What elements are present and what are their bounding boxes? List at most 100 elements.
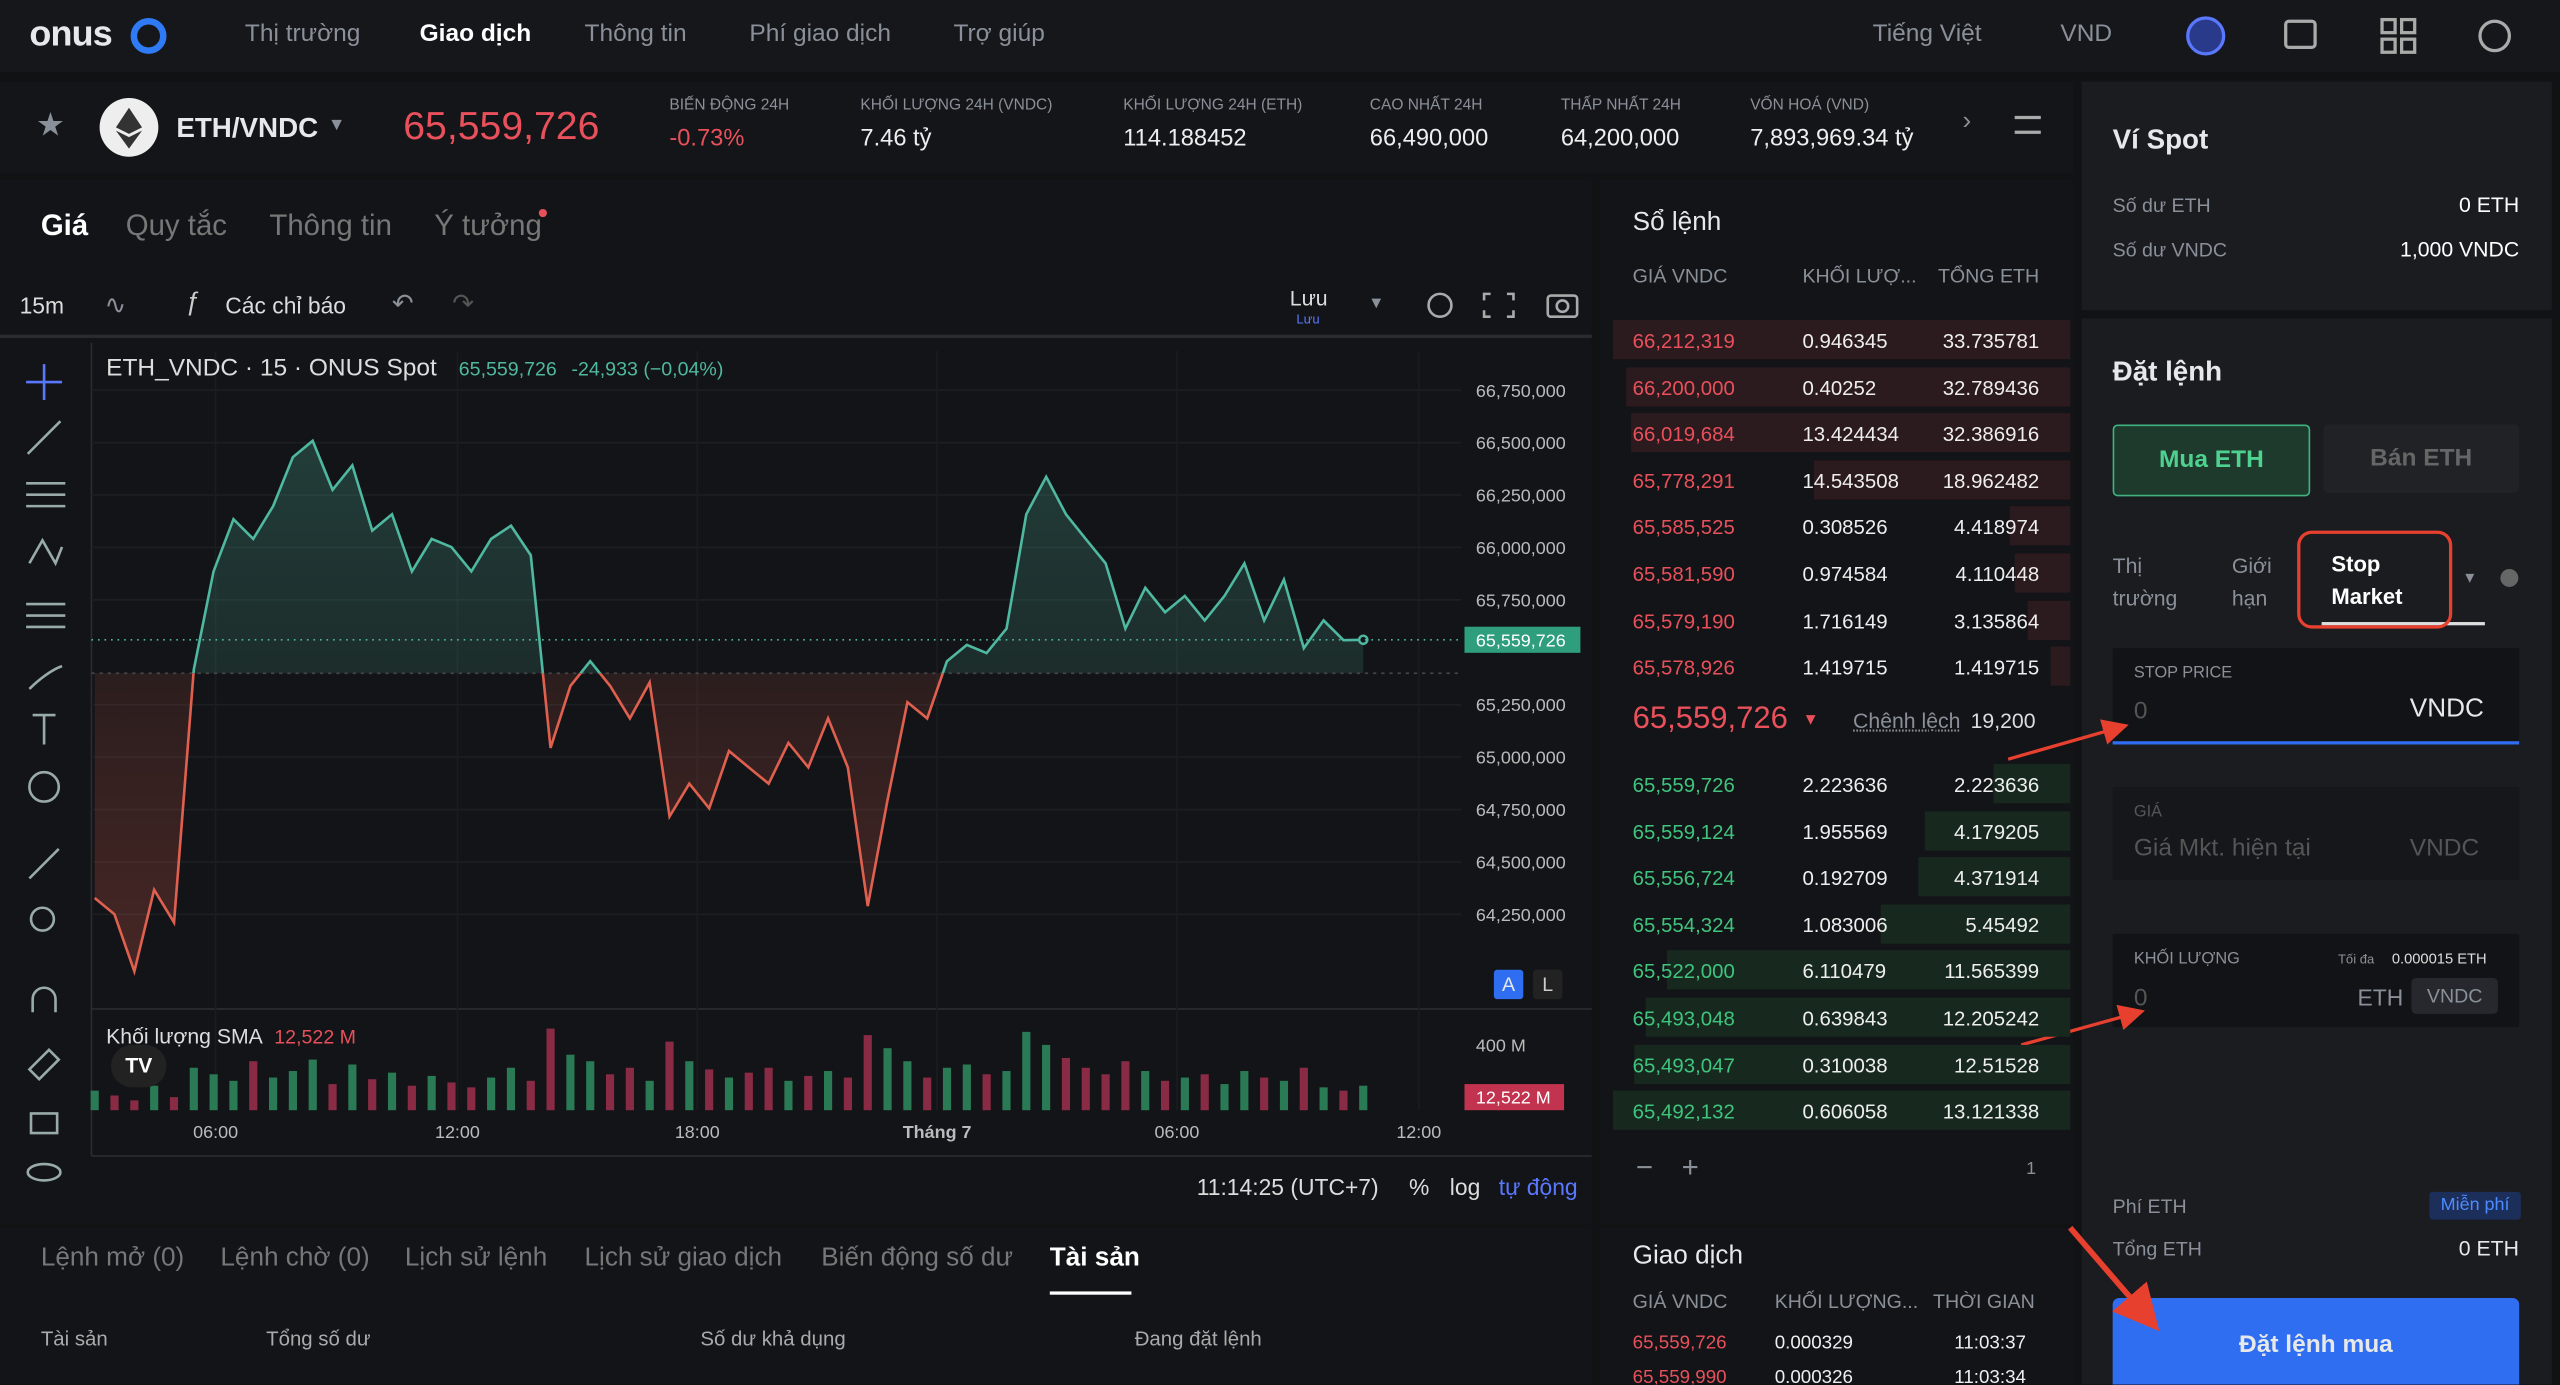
chart-tab[interactable]: Quy tắc xyxy=(125,208,227,242)
bottom-tab[interactable]: Lệnh chờ (0) xyxy=(220,1244,370,1272)
ob-total: 13.121338 xyxy=(1942,1100,2040,1124)
step[interactable]: 1 xyxy=(2026,1159,2037,1179)
qty-unit-alt[interactable]: VNDC xyxy=(2411,977,2498,1014)
y-tick-label: 66,250,000 xyxy=(1476,486,1566,506)
undo[interactable]: ↶ xyxy=(391,290,414,319)
ob-price: 65,585,525 xyxy=(1632,516,1735,540)
volume-bar xyxy=(1061,1057,1071,1111)
bottom-tab[interactable]: Tài sản xyxy=(1049,1244,1140,1272)
y-tick-label: 65,250,000 xyxy=(1476,695,1566,715)
nav-item[interactable]: Phí giao dịch xyxy=(749,19,891,48)
ob-price: 65,579,190 xyxy=(1632,609,1735,633)
x-tick-label: 06:00 xyxy=(1154,1122,1199,1142)
save-dropdown[interactable]: ▾ xyxy=(1371,290,1382,314)
volume-bar xyxy=(625,1067,634,1111)
volume-bar xyxy=(249,1061,258,1111)
chart-tab[interactable]: Giá xyxy=(40,208,89,242)
chart-tab[interactable]: Thông tin xyxy=(269,208,392,242)
volume-tick-label: 400 M xyxy=(1476,1035,1526,1055)
volume-bar xyxy=(90,1090,99,1111)
tab-underline xyxy=(1049,1291,1132,1295)
volume-bar xyxy=(942,1067,952,1111)
volume-bar xyxy=(328,1084,337,1111)
status-time: 11:14:25 (UTC+7) xyxy=(1196,1173,1379,1200)
percent-toggle[interactable]: % xyxy=(1408,1173,1430,1200)
ob-total: 18.962482 xyxy=(1942,469,2040,493)
volume-bar xyxy=(1141,1071,1150,1111)
nav-item[interactable]: Thông tin xyxy=(584,19,687,48)
ob-column: KHỐI LƯỢ... xyxy=(1802,264,1917,288)
order-type[interactable]: Giới hạn xyxy=(2231,553,2272,611)
volume-bar xyxy=(784,1080,793,1111)
depth-bar xyxy=(1613,1090,2071,1131)
volume-bar xyxy=(665,1041,674,1111)
zoom-in[interactable]: + xyxy=(1681,1151,1699,1184)
ob-qty: 1.955569 xyxy=(1802,820,1888,844)
redo[interactable]: ↷ xyxy=(452,290,475,319)
bottom-tab[interactable]: Lịch sử giao dịch xyxy=(584,1244,783,1272)
volume-bar xyxy=(487,1077,496,1111)
volume-bar xyxy=(269,1077,278,1111)
volume-bar xyxy=(1319,1087,1328,1111)
indicators[interactable]: Các chỉ báo xyxy=(225,292,347,319)
zoom-out[interactable]: − xyxy=(1635,1151,1654,1184)
bottom-tab[interactable]: Lệnh mở (0) xyxy=(40,1244,185,1272)
nav-item[interactable]: Trợ giúp xyxy=(953,19,1045,48)
price-label: GIÁ xyxy=(2133,803,2163,822)
language[interactable]: Tiếng Việt xyxy=(1872,19,1982,48)
stats-next[interactable]: › xyxy=(1962,107,1972,136)
stop-price-field[interactable] xyxy=(2112,648,2520,745)
currency[interactable]: VND xyxy=(2060,19,2113,48)
ob-total: 4.418974 xyxy=(1954,516,2040,540)
submit-button[interactable]: Đặt lệnh mua xyxy=(2112,1297,2520,1385)
volume-bar xyxy=(447,1082,456,1111)
volume-bar xyxy=(368,1079,377,1111)
order-type[interactable]: Stop Market xyxy=(2331,551,2403,609)
volume-bar xyxy=(1160,1080,1170,1111)
volume-bar xyxy=(387,1072,397,1111)
qty-label: KHỐI LƯỢNG xyxy=(2133,950,2240,969)
wallet-label: Số dư ETH xyxy=(2112,194,2211,218)
volume-bar xyxy=(189,1067,198,1111)
log-scale-btn[interactable]: L xyxy=(1533,969,1563,1000)
order-type[interactable]: Thị trường xyxy=(2112,553,2178,611)
price-unit: VNDC xyxy=(2409,834,2480,863)
ob-qty: 0.974584 xyxy=(1802,563,1888,587)
ob-price: 65,492,132 xyxy=(1632,1100,1735,1124)
wallet-title: Ví Spot xyxy=(2112,124,2209,156)
auto-scale-btn[interactable]: A xyxy=(1493,969,1524,1000)
trade-column: GIÁ VNDC xyxy=(1632,1289,1728,1313)
sell-tab[interactable]: Bán ETH xyxy=(2323,424,2520,494)
pair-dropdown[interactable]: ▾ xyxy=(331,111,343,136)
qty-unit[interactable]: ETH xyxy=(2357,984,2404,1011)
ob-total: 5.45492 xyxy=(1965,913,2040,937)
pair[interactable]: ETH/VNDC xyxy=(176,112,319,144)
ob-total: 33.735781 xyxy=(1942,329,2040,353)
y-tick-label: 66,500,000 xyxy=(1476,433,1566,453)
chart-type[interactable]: ∿ xyxy=(104,292,127,320)
last-price-box xyxy=(1464,626,1581,653)
bottom-column: Tổng số dư xyxy=(266,1327,371,1351)
ob-qty: 0.308526 xyxy=(1802,516,1888,540)
ob-qty: 0.946345 xyxy=(1802,329,1888,353)
buy-tab[interactable]: Mua ETH xyxy=(2112,424,2311,497)
interval[interactable]: 15m xyxy=(19,292,65,319)
logo[interactable]: onus xyxy=(29,13,112,54)
chart-tab[interactable]: Ý tưởng xyxy=(434,208,542,242)
type-dropdown[interactable]: ▾ xyxy=(2465,568,2475,588)
nav-item[interactable]: Thị trường xyxy=(244,19,361,48)
x-tick-label: 06:00 xyxy=(193,1122,238,1142)
save[interactable]: Lưu xyxy=(1289,285,1328,311)
volume-bar xyxy=(526,1080,535,1111)
auto-toggle[interactable]: tự động xyxy=(1498,1173,1578,1200)
ob-qty: 0.639843 xyxy=(1802,1007,1888,1031)
ob-total: 32.386916 xyxy=(1942,423,2040,447)
favorite[interactable]: ★ xyxy=(35,107,66,144)
nav-icons xyxy=(2186,16,2512,56)
bottom-tab[interactable]: Biến động số dư xyxy=(821,1244,1014,1272)
settings-icon[interactable] xyxy=(2011,111,2044,140)
nav-item[interactable]: Giao dịch xyxy=(419,19,532,48)
log-toggle[interactable]: log xyxy=(1449,1173,1481,1200)
bottom-tab[interactable]: Lịch sử lệnh xyxy=(404,1244,548,1272)
